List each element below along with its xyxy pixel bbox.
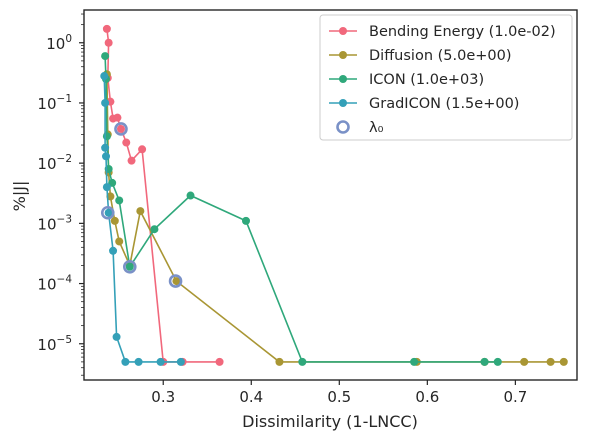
legend-marker [339, 99, 347, 107]
data-point [215, 357, 224, 366]
data-point [150, 225, 159, 234]
y-tick-label: 10−3 [37, 213, 72, 233]
legend-marker [339, 51, 347, 59]
data-point [493, 357, 502, 366]
legend-item: Diffusion (5.0e+00) [329, 48, 512, 64]
x-tick-label: 0.5 [327, 388, 351, 406]
data-point [127, 156, 136, 165]
data-point [122, 138, 131, 147]
lambda0-marker [168, 274, 183, 288]
data-point [559, 357, 568, 366]
x-axis-title: Dissimilarity (1-LNCC) [242, 412, 418, 431]
data-point [136, 207, 145, 216]
legend-box [319, 14, 573, 141]
data-point [101, 98, 110, 107]
data-point [298, 357, 307, 366]
data-point [125, 262, 134, 271]
y-tick-label: 10−5 [37, 334, 72, 354]
y-tick-label: 10−4 [37, 274, 72, 294]
data-point [100, 72, 109, 81]
y-tick-label: 10−2 [37, 153, 72, 173]
data-point [410, 357, 419, 366]
data-point [104, 208, 113, 217]
legend-label: GradICON (1.5e+00) [369, 96, 519, 112]
legend-item: λ₀ [336, 120, 384, 136]
x-ticks: 0.3 0.4 0.5 0.6 0.7 [151, 380, 527, 406]
x-tick-label: 0.6 [415, 388, 439, 406]
legend-label: λ₀ [369, 120, 384, 136]
series-line [104, 56, 498, 363]
legend-label: ICON (1.0e+03) [369, 72, 484, 88]
x-tick-label: 0.3 [151, 388, 175, 406]
lambda0-marker [100, 205, 115, 220]
legend-marker [336, 120, 350, 134]
legend: Bending Energy (1.0e-02) Diffusion (5.0e+… [319, 14, 573, 141]
legend-marker [339, 27, 347, 35]
data-point [115, 237, 124, 246]
data-point [101, 52, 110, 61]
y-axis-title: %|J| [10, 181, 29, 212]
data-point [102, 183, 111, 192]
data-point [102, 132, 111, 141]
data-point [176, 357, 185, 366]
legend-label: Diffusion (5.0e+00) [369, 48, 512, 64]
x-tick-label: 0.7 [503, 388, 527, 406]
data-point [113, 113, 122, 122]
data-point [102, 152, 111, 161]
data-point [138, 145, 147, 154]
data-point [102, 24, 111, 33]
legend-item: ICON (1.0e+03) [329, 72, 484, 88]
y-ticks: 10−5 10−4 10−3 10−2 10−1 100 [37, 13, 84, 376]
lambda0-layer [100, 122, 183, 288]
data-point [115, 196, 124, 205]
series-layer [100, 24, 568, 366]
legend-marker [339, 75, 347, 83]
y-tick-label: 100 [46, 33, 72, 53]
series-2 [101, 52, 502, 366]
data-point [480, 357, 489, 366]
data-point [186, 191, 195, 200]
data-point [156, 357, 165, 366]
data-point [241, 216, 250, 225]
data-point [112, 332, 121, 341]
legend-item: Bending Energy (1.0e-02) [329, 24, 556, 40]
series-3 [100, 72, 185, 366]
data-point [121, 357, 130, 366]
data-point [110, 216, 119, 225]
lambda0-marker [114, 122, 128, 136]
data-point [101, 143, 110, 152]
legend-items: Bending Energy (1.0e-02) Diffusion (5.0e+… [329, 24, 556, 136]
x-tick-label: 0.4 [239, 388, 263, 406]
lambda0-marker [122, 259, 137, 274]
data-point [134, 357, 143, 366]
data-point [104, 38, 113, 47]
y-tick-label: 10−1 [37, 93, 72, 113]
legend-item: GradICON (1.5e+00) [329, 96, 519, 112]
data-point [546, 357, 555, 366]
data-point [109, 246, 118, 255]
legend-label: Bending Energy (1.0e-02) [369, 24, 556, 40]
data-point [520, 357, 529, 366]
data-point [275, 357, 284, 366]
data-point [172, 277, 181, 286]
data-point [116, 124, 125, 133]
